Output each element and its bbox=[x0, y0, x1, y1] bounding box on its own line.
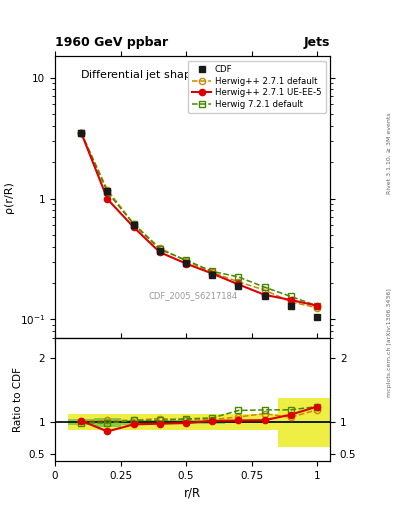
Text: CDF_2005_S6217184: CDF_2005_S6217184 bbox=[148, 291, 237, 301]
Herwig++ 2.7.1 UE-EE-5 bbox=[315, 303, 320, 309]
Bar bbox=[278, 421, 304, 423]
Herwig 7.2.1 default bbox=[158, 246, 162, 252]
Bar bbox=[199, 420, 225, 424]
Herwig++ 2.7.1 default bbox=[184, 258, 188, 264]
Bar bbox=[68, 414, 94, 430]
Bar bbox=[147, 414, 173, 430]
Bar bbox=[225, 414, 252, 430]
Bar bbox=[94, 414, 121, 430]
Herwig++ 2.7.1 default bbox=[105, 187, 110, 193]
Bar bbox=[278, 398, 304, 446]
Bar bbox=[173, 414, 199, 430]
Bar bbox=[121, 419, 147, 424]
Herwig++ 2.7.1 default bbox=[315, 305, 320, 311]
Herwig 7.2.1 default bbox=[184, 257, 188, 263]
Bar bbox=[304, 398, 330, 446]
CDF bbox=[262, 293, 267, 300]
Bar bbox=[94, 418, 121, 426]
Y-axis label: ρ(r/R): ρ(r/R) bbox=[4, 181, 15, 213]
Text: 1960 GeV ppbar: 1960 GeV ppbar bbox=[55, 36, 168, 49]
Herwig++ 2.7.1 default bbox=[158, 245, 162, 251]
Herwig++ 2.7.1 UE-EE-5 bbox=[262, 292, 267, 298]
Bar bbox=[252, 421, 278, 423]
Herwig++ 2.7.1 default bbox=[262, 287, 267, 293]
Bar bbox=[252, 414, 278, 430]
Line: Herwig 7.2.1 default: Herwig 7.2.1 default bbox=[78, 130, 320, 309]
Herwig++ 2.7.1 default bbox=[131, 221, 136, 227]
Legend: CDF, Herwig++ 2.7.1 default, Herwig++ 2.7.1 UE-EE-5, Herwig 7.2.1 default: CDF, Herwig++ 2.7.1 default, Herwig++ 2.… bbox=[188, 60, 326, 113]
Bar bbox=[199, 414, 225, 430]
Herwig++ 2.7.1 UE-EE-5 bbox=[105, 196, 110, 202]
CDF bbox=[315, 314, 320, 320]
Herwig++ 2.7.1 UE-EE-5 bbox=[184, 261, 188, 267]
Bar bbox=[121, 414, 147, 430]
X-axis label: r/R: r/R bbox=[184, 486, 201, 499]
Herwig 7.2.1 default bbox=[236, 274, 241, 280]
Herwig 7.2.1 default bbox=[288, 293, 293, 300]
Line: Herwig++ 2.7.1 default: Herwig++ 2.7.1 default bbox=[78, 130, 320, 311]
CDF bbox=[210, 271, 215, 278]
CDF bbox=[158, 248, 162, 254]
Herwig 7.2.1 default bbox=[105, 189, 110, 195]
Herwig++ 2.7.1 default bbox=[210, 269, 215, 275]
Text: Rivet 3.1.10, ≥ 3M events: Rivet 3.1.10, ≥ 3M events bbox=[387, 113, 391, 195]
Line: CDF: CDF bbox=[78, 130, 320, 320]
Bar bbox=[225, 421, 252, 423]
Herwig++ 2.7.1 default bbox=[79, 130, 84, 136]
Herwig++ 2.7.1 default bbox=[236, 279, 241, 285]
Herwig 7.2.1 default bbox=[315, 303, 320, 309]
Y-axis label: Ratio to CDF: Ratio to CDF bbox=[13, 367, 23, 432]
Bar bbox=[173, 420, 199, 424]
Herwig 7.2.1 default bbox=[210, 268, 215, 274]
CDF bbox=[105, 188, 110, 194]
Herwig 7.2.1 default bbox=[79, 130, 84, 136]
Line: Herwig++ 2.7.1 UE-EE-5: Herwig++ 2.7.1 UE-EE-5 bbox=[78, 130, 320, 309]
Herwig++ 2.7.1 UE-EE-5 bbox=[131, 224, 136, 230]
Herwig 7.2.1 default bbox=[262, 284, 267, 290]
CDF bbox=[184, 260, 188, 266]
Herwig++ 2.7.1 UE-EE-5 bbox=[210, 270, 215, 276]
Bar bbox=[147, 420, 173, 424]
CDF bbox=[131, 222, 136, 228]
Herwig++ 2.7.1 UE-EE-5 bbox=[288, 297, 293, 303]
Herwig 7.2.1 default bbox=[131, 221, 136, 227]
CDF bbox=[79, 130, 84, 136]
Herwig++ 2.7.1 default bbox=[288, 298, 293, 305]
Herwig++ 2.7.1 UE-EE-5 bbox=[158, 249, 162, 255]
Bar bbox=[68, 419, 94, 425]
Text: Jets: Jets bbox=[304, 36, 330, 49]
CDF bbox=[236, 283, 241, 289]
CDF bbox=[288, 303, 293, 309]
Bar bbox=[304, 421, 330, 423]
Text: Differential jet shapep (148 < p$_T$ < 166): Differential jet shapep (148 < p$_T$ < 1… bbox=[80, 68, 305, 81]
Text: mcplots.cern.ch [arXiv:1306.3436]: mcplots.cern.ch [arXiv:1306.3436] bbox=[387, 289, 391, 397]
Herwig++ 2.7.1 UE-EE-5 bbox=[236, 282, 241, 288]
Herwig++ 2.7.1 UE-EE-5 bbox=[79, 130, 84, 136]
